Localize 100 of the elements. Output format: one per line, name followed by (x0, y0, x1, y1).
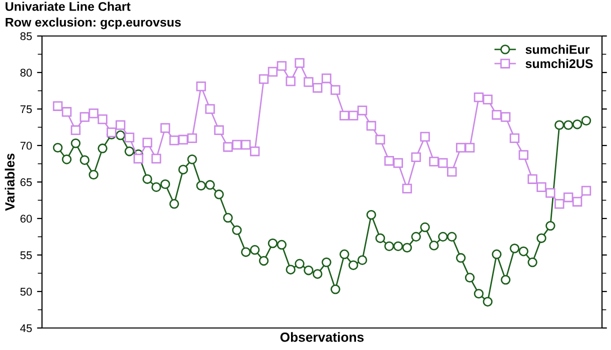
point (160, 123, 170, 133)
point (447, 166, 457, 177)
point (88, 170, 98, 180)
point (276, 240, 287, 250)
point (196, 82, 206, 92)
point (80, 112, 90, 122)
point (151, 182, 162, 192)
point (536, 182, 546, 192)
point (134, 154, 144, 164)
y-tick-label: 60 (20, 214, 32, 223)
point (232, 225, 242, 236)
y-tick-label: 50 (20, 288, 32, 296)
point (366, 120, 376, 131)
point (340, 110, 350, 120)
point (456, 253, 466, 263)
point (62, 154, 72, 164)
point (447, 232, 457, 242)
point (438, 158, 448, 168)
point (482, 296, 493, 307)
point (286, 264, 296, 274)
point (510, 244, 520, 254)
point (420, 222, 430, 232)
point (581, 116, 592, 126)
point (330, 85, 340, 95)
point (420, 132, 430, 142)
point (340, 249, 350, 260)
point (375, 233, 386, 244)
point (375, 134, 386, 145)
point (142, 138, 152, 148)
point (492, 249, 502, 260)
x-axis-title: Observations (280, 332, 364, 342)
point (536, 233, 546, 244)
point (554, 120, 564, 130)
point (357, 255, 368, 265)
point (304, 77, 314, 87)
point (572, 119, 582, 130)
point (268, 238, 278, 248)
point (196, 180, 206, 191)
legend-label: sumchi2US (526, 58, 593, 68)
y-tick-label: 80 (20, 68, 32, 77)
point (500, 274, 510, 285)
point (232, 140, 242, 150)
point (187, 154, 197, 164)
point (348, 260, 358, 270)
point (500, 112, 510, 122)
point (214, 190, 224, 200)
point (88, 108, 98, 118)
point (474, 288, 484, 299)
point (187, 133, 197, 144)
point (546, 220, 556, 231)
point (474, 92, 484, 102)
point (402, 184, 412, 194)
point (294, 58, 304, 68)
chart-subtitle: Row exclusion: gcp.eurovsus (6, 18, 181, 30)
point (429, 156, 439, 166)
point (411, 232, 421, 242)
point (223, 212, 233, 223)
point (518, 150, 528, 160)
point (357, 106, 368, 116)
chart-title: Univariate Line Chart (6, 2, 130, 11)
point (554, 199, 564, 209)
point (116, 130, 126, 140)
point (429, 240, 439, 250)
legend-label: sumchiEur (526, 44, 590, 54)
point (258, 74, 269, 84)
point (464, 272, 475, 282)
point (124, 146, 134, 156)
point (258, 256, 269, 266)
point (330, 284, 340, 294)
point (241, 140, 251, 150)
point (384, 156, 394, 166)
point (116, 120, 126, 130)
point (169, 199, 180, 209)
point (250, 245, 260, 255)
point (52, 142, 63, 153)
point (492, 110, 502, 120)
point (52, 101, 63, 111)
point (572, 196, 582, 207)
point (456, 142, 466, 153)
point (169, 136, 180, 146)
point (241, 247, 251, 257)
point (178, 134, 188, 145)
point (384, 241, 394, 252)
point (70, 125, 81, 136)
point (312, 269, 322, 279)
point (223, 142, 233, 152)
point (151, 154, 162, 164)
point (294, 258, 304, 269)
point (482, 94, 493, 104)
point (250, 146, 260, 156)
point (411, 152, 421, 162)
point (322, 73, 332, 84)
point (581, 186, 592, 196)
point (142, 174, 152, 184)
y-tick-label: 65 (20, 178, 32, 186)
point (178, 164, 188, 174)
point (528, 257, 538, 268)
y-tick-label: 70 (20, 142, 32, 150)
y-tick-label: 85 (20, 32, 32, 40)
point (304, 265, 314, 276)
